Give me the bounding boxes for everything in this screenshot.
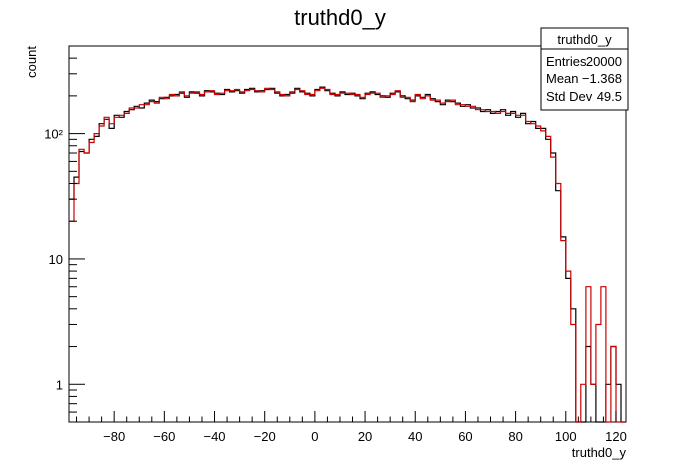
y-tick-label: 1 [56,377,63,392]
histogram-series-2 [69,87,626,423]
histogram-series-1 [69,86,626,423]
plot-area-border [68,45,627,423]
stats-box-title: truthd0_y [557,32,612,47]
chart-title: truthd0_y [294,5,386,30]
plot-frame [68,45,627,423]
stats-entries-label: Entries [546,54,587,69]
stats-entries-value: 20000 [586,54,622,69]
x-axis: −80 −60 −40 −20 0 20 40 60 80 100 120 [76,411,627,444]
stats-stddev-label: Std Dev [546,89,593,104]
y-tick-label: 10² [44,127,63,142]
x-tick-label: −40 [203,429,225,444]
stats-mean-value: −1.368 [582,71,622,86]
x-tick-label: 60 [458,429,472,444]
stats-stddev-value: 49.5 [597,89,622,104]
x-tick-label: 0 [311,429,318,444]
stats-box-frame [540,27,629,111]
x-axis-label: truthd0_y [572,445,627,460]
x-tick-label: 120 [605,429,627,444]
x-tick-label: 100 [555,429,577,444]
x-tick-label: 40 [408,429,422,444]
y-axis: 1 10 10² [44,45,85,423]
x-tick-label: −20 [254,429,276,444]
x-tick-label: 20 [358,429,372,444]
y-tick-label: 10 [49,252,63,267]
x-tick-label: 80 [508,429,522,444]
stats-mean-label: Mean [546,71,579,86]
stats-box: truthd0_y Entries 20000 Mean −1.368 Std … [540,27,629,111]
x-tick-label: −80 [103,429,125,444]
histogram-series-group [69,86,626,423]
x-tick-label: −60 [153,429,175,444]
y-axis-label: count [24,46,39,78]
